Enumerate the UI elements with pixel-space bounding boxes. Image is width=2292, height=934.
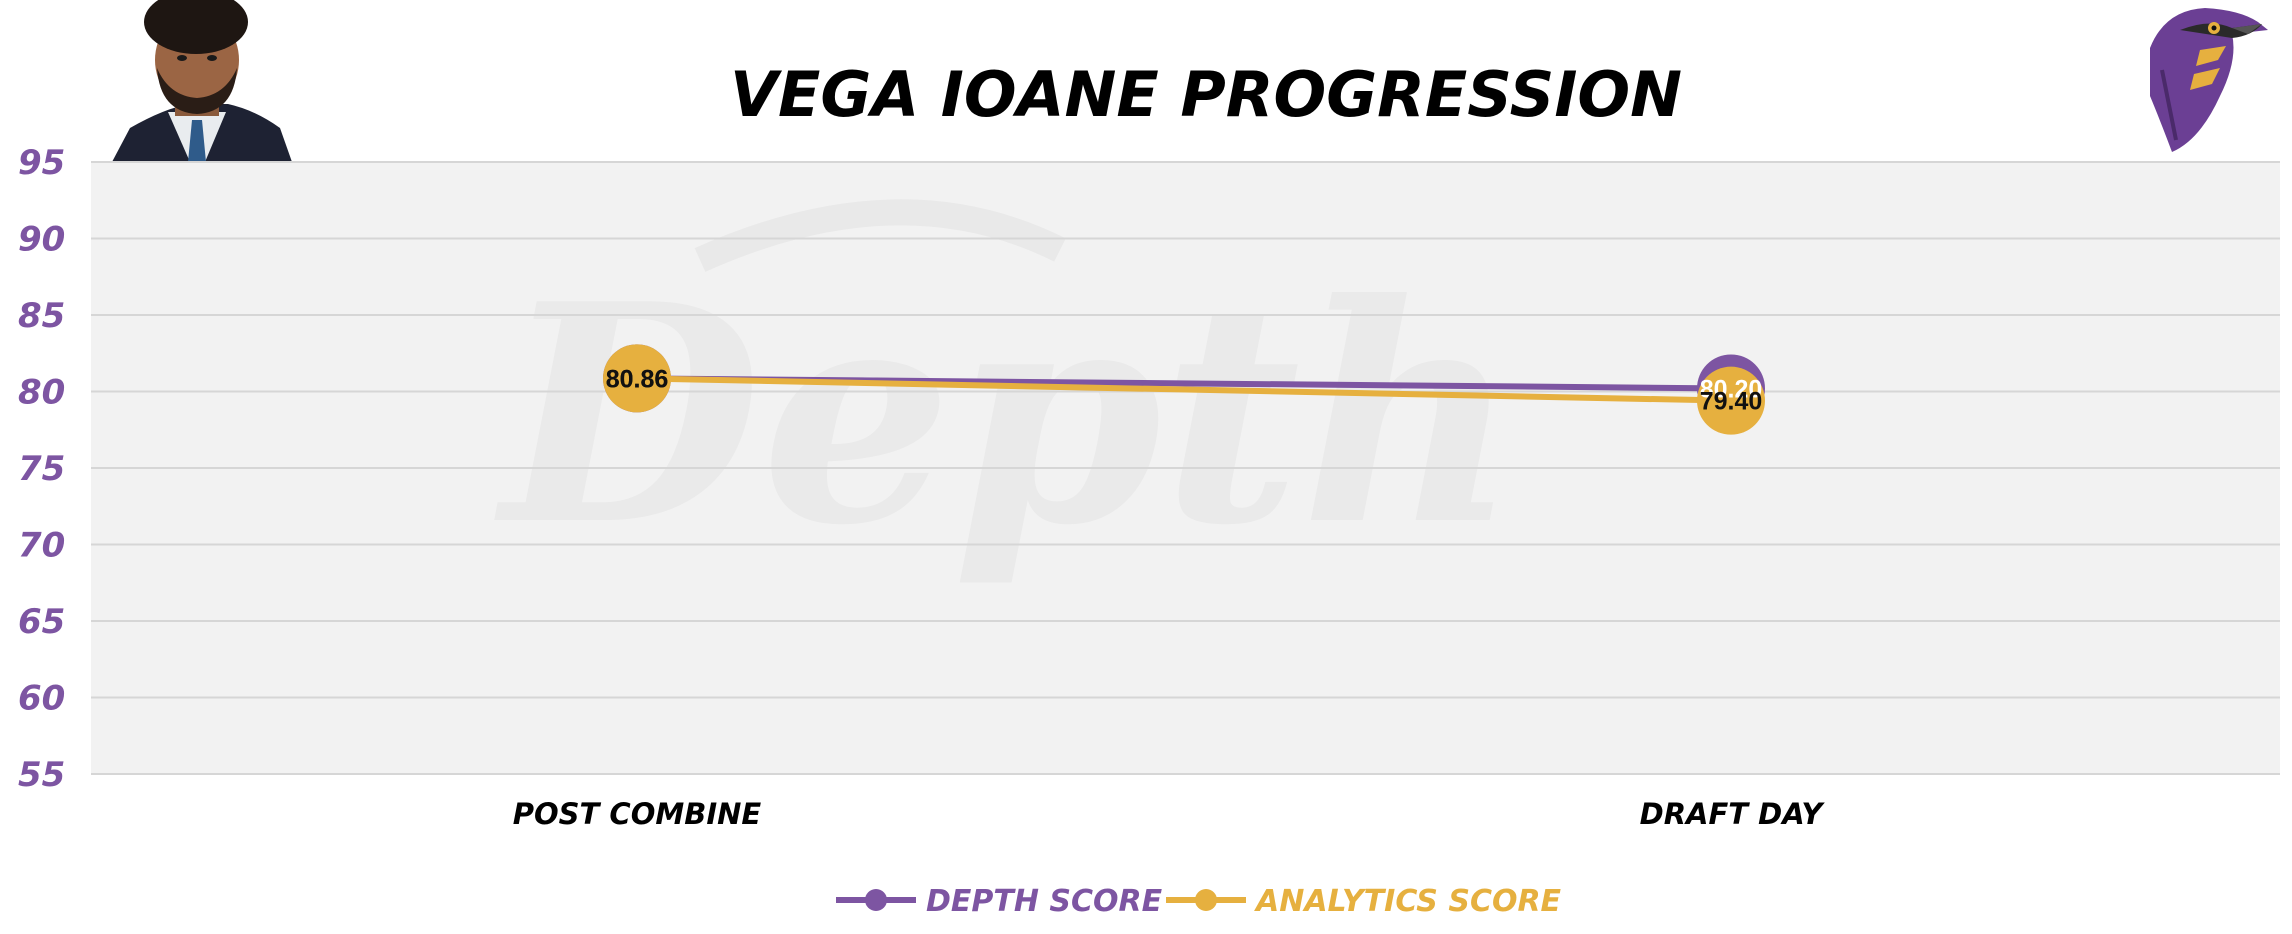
x-tick-label: DRAFT DAY [1640,797,1826,831]
chart-title: VEGA IOANE PROGRESSION [730,58,1682,131]
data-label: 79.40 [1700,388,1763,416]
y-tick-label: 60 [18,679,65,719]
legend-label: DEPTH SCORE [926,884,1163,919]
y-tick-label: 80 [18,373,65,413]
y-tick-label: 65 [18,602,65,642]
y-tick-label: 70 [18,526,65,566]
legend-marker [865,889,887,911]
x-tick-label: POST COMBINE [513,797,762,831]
legend-marker [1195,889,1217,911]
data-label: 80.86 [606,365,669,393]
y-tick-label: 90 [18,220,65,260]
y-tick-label: 75 [18,449,65,489]
legend-label: ANALYTICS SCORE [1254,884,1562,919]
depth-watermark: Depth [492,199,1519,591]
data-label: 80.86 [606,365,669,393]
y-tick-label: 95 [18,143,65,183]
data-point [1697,366,1765,435]
y-tick-label: 85 [18,296,65,336]
chart-legend: DEPTH SCORE ANALYTICS SCORE [836,884,1562,919]
data-point [603,344,671,413]
svg-text:Depth: Depth [492,238,1519,591]
y-tick-label: 55 [18,755,65,795]
series-line-analytics [634,375,1734,404]
data-label: 80.20 [1700,375,1763,403]
player-headshot [112,0,292,162]
raven-head-logo [2150,8,2268,152]
